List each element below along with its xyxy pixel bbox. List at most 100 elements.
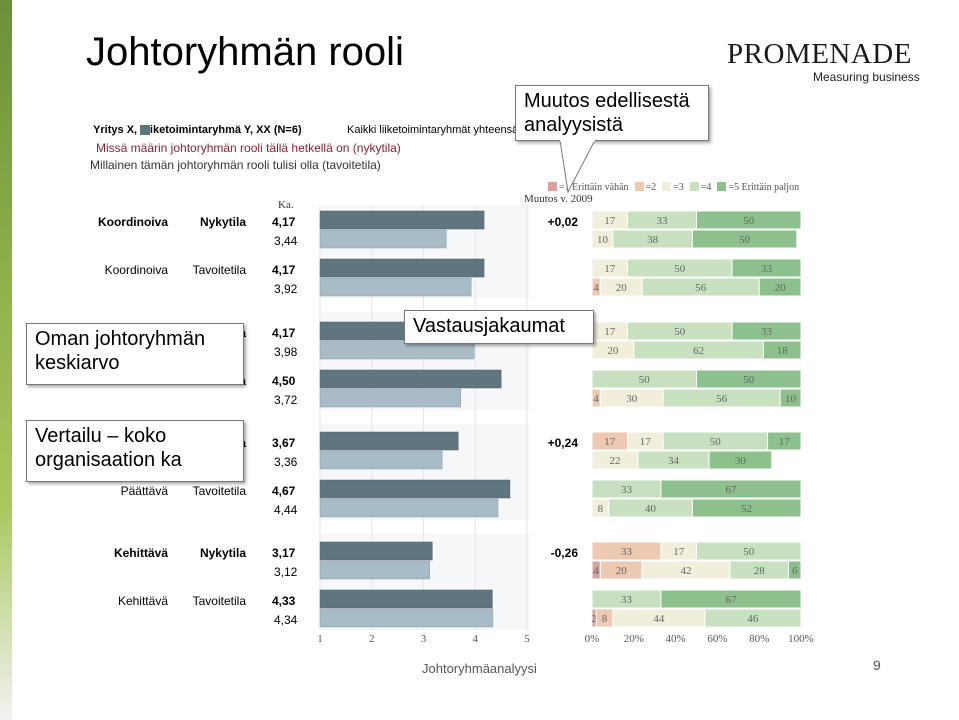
dist-segment-label: 10 — [597, 234, 609, 246]
dist-segment-label: 8 — [602, 613, 608, 625]
legend-label: =2 — [645, 182, 657, 193]
dist-segment — [696, 541, 802, 561]
all-series-name: Kaikki liiketoimintaryhmät yhteensä (N — [347, 124, 533, 136]
own-mean-value: 4,17 — [272, 326, 296, 340]
row-role-label: Kehittävä — [118, 594, 168, 608]
all-mean-bar — [319, 498, 499, 518]
mean-axis-tick: 4 — [473, 633, 479, 645]
dist-segment-label: 33 — [761, 326, 773, 338]
all-mean-bar — [319, 229, 447, 249]
promenade-logo: PROMENADE — [727, 38, 912, 70]
legend-label: =5 Erittäin paljon — [728, 182, 800, 193]
dist-segment-label: 20 — [775, 282, 787, 294]
dist-segment-label: 38 — [647, 234, 659, 246]
all-mean-value: 3,92 — [274, 282, 298, 296]
dist-segment — [691, 229, 798, 249]
all-mean-value: 3,72 — [274, 393, 298, 407]
nykytila-question: Missä määrin johtoryhmän rooli tällä het… — [96, 141, 401, 155]
muutos-column-header: Muutos v. 2009 — [524, 193, 593, 205]
own-mean-bar — [319, 369, 502, 389]
all-mean-value: 3,36 — [274, 455, 298, 469]
row-role-label: Koordinoiva — [105, 263, 169, 277]
legend-swatch — [634, 182, 644, 191]
own-mean-bar — [319, 431, 459, 451]
row-role-label: Kehittävä — [114, 546, 168, 560]
own-mean-bar — [319, 479, 511, 499]
own-mean-bar — [319, 210, 485, 230]
all-mean-value: 4,34 — [274, 613, 298, 627]
dist-segment-label: 4 — [593, 393, 599, 405]
own-mean-bar — [319, 258, 485, 278]
dist-axis-tick: 0% — [585, 633, 600, 645]
all-mean-value: 4,44 — [274, 503, 298, 517]
change-value: +0,02 — [548, 215, 579, 229]
dist-segment-label: 33 — [621, 484, 633, 496]
all-mean-bar — [319, 277, 472, 297]
dist-segment — [731, 258, 802, 278]
own-series-header: Yritys X, Liiketoimintaryhmä Y, XX (N=6) — [90, 124, 302, 136]
row-state-label: Tavoitetila — [193, 594, 247, 608]
dist-segment-label: 33 — [761, 263, 773, 275]
page-number: 9 — [873, 657, 881, 673]
dist-axis-tick: 60% — [707, 633, 727, 645]
dist-segment-label: 50 — [739, 234, 751, 246]
legend-label: =1 Erittäin vähän — [559, 182, 629, 193]
dist-segment-label: 17 — [604, 436, 616, 448]
dist-segment-label: 56 — [695, 282, 707, 294]
own-mean-bar — [319, 541, 433, 561]
own-mean-value: 4,17 — [272, 215, 296, 229]
footer: Johtoryhmäanalyysi — [422, 661, 537, 676]
own-mean-value: 3,17 — [272, 546, 296, 560]
all-mean-bar — [319, 388, 462, 408]
dist-segment — [704, 608, 802, 628]
dist-segment-label: 4 — [593, 282, 599, 294]
legend-item: =5 Erittäin paljon — [717, 182, 799, 193]
all-mean-bar — [319, 450, 443, 470]
dist-segment-label: 44 — [653, 613, 665, 625]
own-mean-value: 4,17 — [272, 263, 296, 277]
own-mean-bar — [319, 589, 493, 609]
dist-segment-label: 18 — [777, 345, 789, 357]
all-mean-value: 3,98 — [274, 345, 298, 359]
callout-muutos-box: Muutos edellisestä analyysistä — [515, 85, 709, 141]
legend-swatch — [717, 182, 727, 191]
row-state-label: Nykytila — [200, 215, 246, 229]
legend-item: =2 — [634, 182, 657, 193]
dist-segment-label: 4 — [593, 565, 599, 577]
dist-segment-label: 20 — [607, 345, 619, 357]
dist-segment-label: 46 — [747, 613, 759, 625]
dist-segment-label: 17 — [604, 215, 616, 227]
dist-segment-label: 17 — [673, 546, 685, 558]
dist-segment — [696, 210, 802, 230]
ka-column-header: Ka. — [278, 199, 294, 211]
dist-segment — [731, 321, 802, 341]
all-mean-bar — [319, 608, 494, 628]
legend-item: =4 — [689, 182, 712, 193]
dist-segment-label: 56 — [716, 393, 728, 405]
dist-segment — [696, 369, 802, 389]
change-value: -0,26 — [551, 546, 579, 560]
own-mean-value: 4,67 — [272, 484, 296, 498]
callout-jakaumat: Vastausjakaumat — [404, 310, 594, 344]
legend-swatch — [548, 182, 557, 191]
all-mean-value: 3,12 — [274, 565, 298, 579]
legend-item: =1 Erittäin vähän — [548, 182, 629, 193]
dist-segment — [708, 450, 773, 470]
legend: =1 Erittäin vähän =2 =3 =4 =5 Erittäin paljo… — [548, 182, 805, 193]
mean-axis-tick: 3 — [421, 633, 427, 645]
dist-segment-label: 17 — [604, 263, 616, 275]
row-state-label: Tavoitetila — [193, 484, 247, 498]
dist-segment-label: 40 — [645, 503, 657, 515]
slide-title: Johtoryhmän rooli — [86, 30, 404, 74]
legend-label: =4 — [700, 182, 712, 193]
own-mean-value: 4,33 — [272, 594, 296, 608]
dist-axis-tick: 100% — [788, 633, 814, 645]
legend-swatch — [662, 182, 672, 191]
dist-segment-label: 17 — [779, 436, 791, 448]
legend-item: =3 — [662, 182, 684, 193]
dist-segment-label: 28 — [754, 565, 766, 577]
dist-segment — [787, 560, 802, 580]
all-mean-value: 3,44 — [274, 234, 298, 248]
dist-segment-label: 30 — [735, 455, 747, 467]
